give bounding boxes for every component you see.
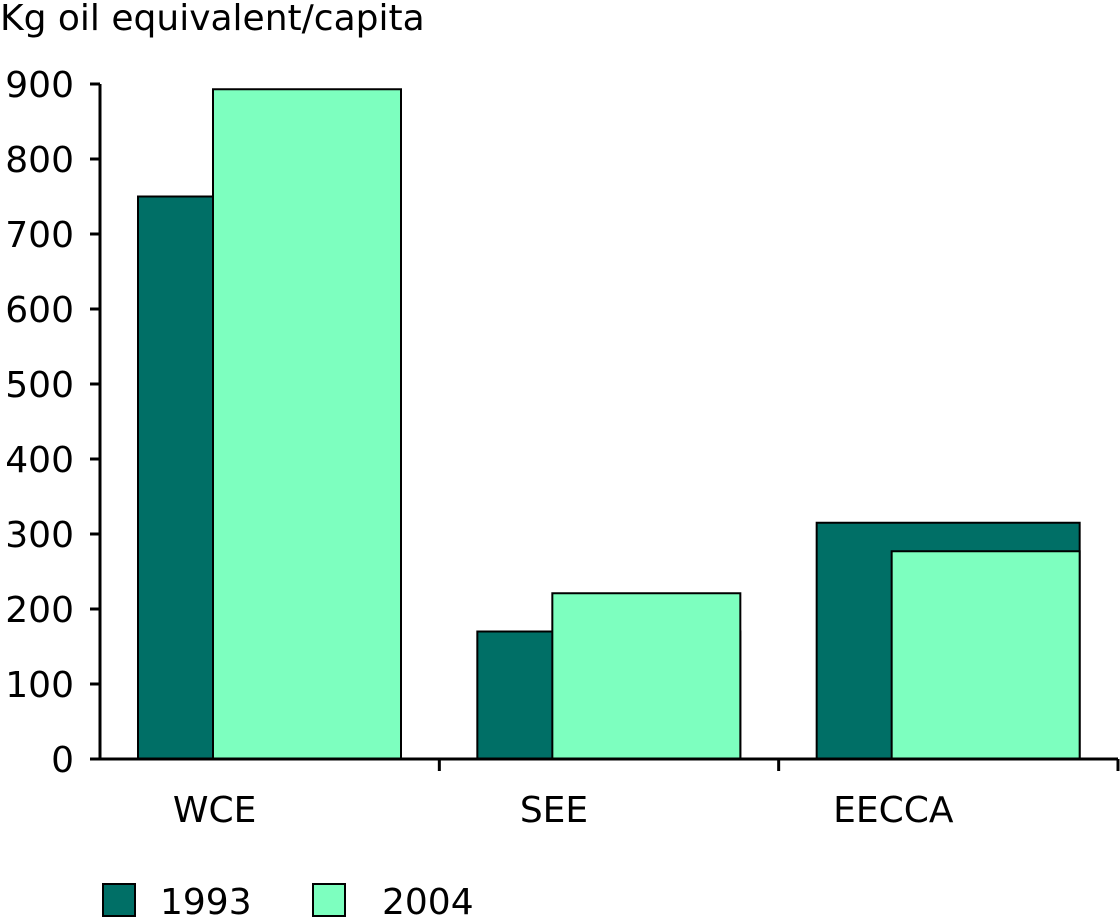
legend-label-1993: 1993 — [160, 882, 252, 918]
y-tick-label: 600 — [5, 290, 74, 331]
y-tick-label: 100 — [5, 665, 74, 706]
legend-swatch-2004 — [312, 883, 346, 917]
axes-layer — [90, 84, 1120, 771]
legend-swatch-1993 — [102, 883, 136, 917]
y-tick-label: 800 — [5, 140, 74, 181]
y-tick-label: 0 — [51, 740, 74, 781]
x-category-label: EECCA — [833, 790, 954, 831]
bars-layer — [137, 88, 1081, 760]
bar-2004-WCE — [212, 88, 402, 760]
legend-label-2004: 2004 — [382, 882, 474, 918]
y-tick-label: 200 — [5, 590, 74, 631]
y-tick-label: 900 — [5, 65, 74, 106]
y-tick-label: 700 — [5, 215, 74, 256]
bar-2004-EECCA — [890, 550, 1081, 760]
x-category-label: WCE — [173, 790, 256, 831]
x-category-label: SEE — [520, 790, 588, 831]
legend: 1993 2004 — [102, 882, 474, 918]
bar-2004-SEE — [551, 592, 742, 760]
y-ticks-layer: 0 100 200 300 400 500 600 700 800 900 — [5, 65, 100, 781]
y-axis-label: Kg oil equivalent/capita — [0, 0, 425, 39]
y-tick-label: 400 — [5, 440, 74, 481]
y-tick-label: 300 — [5, 515, 74, 556]
x-labels-layer: WCE SEE EECCA — [173, 790, 954, 831]
y-tick-label: 500 — [5, 365, 74, 406]
